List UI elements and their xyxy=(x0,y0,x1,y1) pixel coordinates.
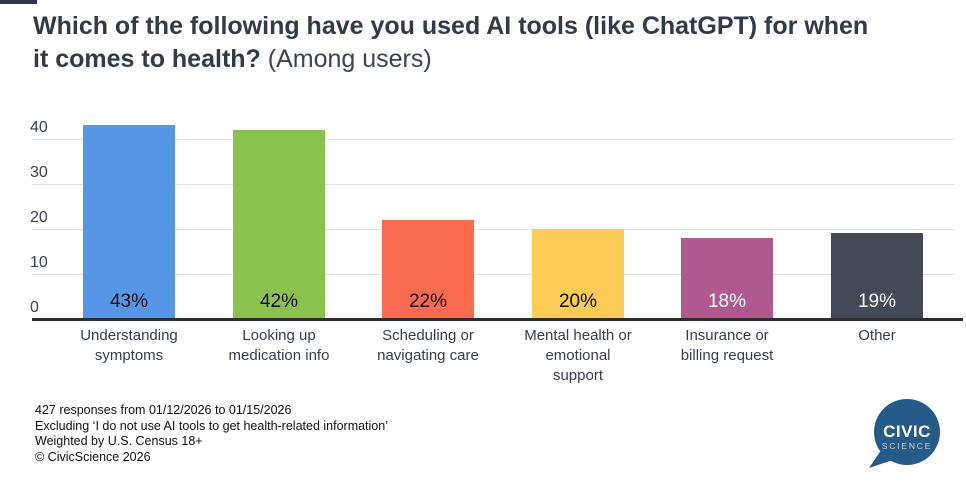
category-label: Understanding symptoms xyxy=(49,326,209,366)
y-axis-tick-label: 10 xyxy=(30,254,48,271)
category-label-line: support xyxy=(552,367,604,384)
category-label-line: Scheduling or xyxy=(382,327,474,344)
logo-text-science: SCIENCE xyxy=(882,441,932,451)
bar xyxy=(233,130,325,319)
category-label-line: Looking up xyxy=(242,327,316,344)
gridline xyxy=(32,229,955,230)
title-subtitle: (Among users) xyxy=(267,45,432,73)
footnote-excluding: Excluding ‘I do not use AI tools to get … xyxy=(35,418,388,433)
bar-value-label: 18% xyxy=(707,291,747,312)
bar xyxy=(681,238,773,319)
footnote-copyright: © CivicScience 2026 xyxy=(35,449,151,464)
title-line2: it comes to health? xyxy=(33,45,261,73)
bar xyxy=(83,125,175,319)
category-label-line: medication info xyxy=(228,347,330,364)
bar-value-label: 19% xyxy=(857,291,897,312)
bar xyxy=(532,229,624,319)
category-label-line: billing request xyxy=(680,347,774,364)
category-label-line: symptoms xyxy=(94,347,164,364)
category-label: Mental health or emotional support xyxy=(498,326,658,386)
bar-value-label: 42% xyxy=(259,291,299,312)
category-label: Other xyxy=(797,326,957,346)
category-label-line: emotional xyxy=(545,347,611,364)
category-label: Insurance or billing request xyxy=(647,326,807,366)
category-label-line: Understanding xyxy=(80,327,178,344)
corner-mark xyxy=(0,0,37,4)
y-axis-tick-label: 20 xyxy=(30,209,48,226)
gridline xyxy=(32,274,955,275)
logo-text-civic: CIVIC xyxy=(883,422,931,441)
category-label: Scheduling or navigating care xyxy=(348,326,508,366)
x-axis-line xyxy=(32,318,963,321)
gridline xyxy=(32,184,955,185)
category-label: Looking up medication info xyxy=(199,326,359,366)
category-label-line: Insurance or xyxy=(685,327,769,344)
category-label-line: Mental health or xyxy=(524,327,632,344)
y-axis-tick-label: 40 xyxy=(30,119,48,136)
gridline xyxy=(32,139,955,140)
category-label-line: navigating care xyxy=(377,347,479,364)
logo-bubble-icon xyxy=(874,399,940,465)
footnotes: 427 responses from 01/12/2026 to 01/15/2… xyxy=(35,403,388,465)
y-axis-tick-label: 0 xyxy=(30,299,39,316)
bar xyxy=(382,220,474,319)
bar-value-label: 20% xyxy=(558,291,598,312)
category-label-line: Other xyxy=(858,327,896,344)
bar xyxy=(831,233,923,319)
bar-value-label: 22% xyxy=(408,291,448,312)
y-axis-tick-label: 30 xyxy=(30,164,48,181)
footnote-responses: 427 responses from 01/12/2026 to 01/15/2… xyxy=(35,403,292,417)
chart-title: Which of the following have you used AI … xyxy=(33,10,953,76)
bar-value-label: 43% xyxy=(109,291,149,312)
civicscience-logo: CIVIC SCIENCE xyxy=(869,399,940,468)
title-line1: Which of the following have you used AI … xyxy=(33,12,869,40)
footnote-weighting: Weighted by U.S. Census 18+ xyxy=(35,434,203,449)
